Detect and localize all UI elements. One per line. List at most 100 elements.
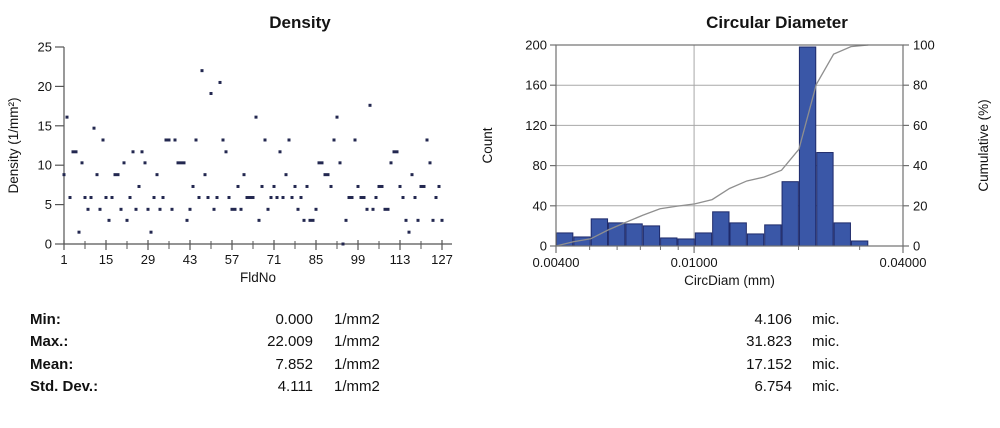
scatter-point — [140, 150, 144, 154]
stat-unit-diameter-mean: mic. — [812, 356, 840, 373]
diameter-histogram-plot: 0 40 80 120 160 200 0 20 40 60 80 100 0.00400 0.01000… — [480, 38, 991, 289]
scatter-point — [407, 230, 411, 234]
scatter-point — [197, 196, 201, 200]
scatter-point — [347, 196, 351, 200]
scatter-point — [326, 173, 330, 177]
scatter-point — [386, 207, 390, 211]
scatter-point — [119, 207, 123, 211]
scatter-point — [134, 207, 138, 211]
stat-label-max: Max.: — [30, 333, 69, 350]
scatter-point — [236, 184, 240, 188]
stat-unit-density-mean: 1/mm2 — [334, 356, 380, 373]
scatter-point — [242, 173, 246, 177]
scatter-point — [224, 150, 228, 154]
scatter-point — [149, 230, 153, 234]
x-tick-label: 29 — [141, 252, 155, 267]
scatter-point — [368, 103, 372, 107]
stat-row-mean: Mean: 7.852 1/mm2 17.152 mic. — [0, 354, 1000, 376]
scatter-point — [62, 173, 66, 177]
scatter-point — [305, 184, 309, 188]
histogram-bar — [798, 46, 817, 247]
scatter-point — [383, 207, 387, 211]
scatter-point — [161, 196, 165, 200]
scatter-point — [260, 184, 264, 188]
cumulative-line — [555, 44, 869, 247]
scatter-point — [179, 161, 183, 165]
scatter-point — [302, 218, 306, 222]
stat-value-density-max: 22.009 — [267, 333, 313, 350]
scatter-point — [284, 173, 288, 177]
scatter-point — [257, 218, 261, 222]
histogram-bar — [850, 240, 869, 247]
scatter-point — [431, 218, 435, 222]
scatter-point — [404, 218, 408, 222]
stat-value-density-min: 0.000 — [275, 311, 313, 328]
scatter-point — [254, 115, 258, 119]
scatter-point — [146, 207, 150, 211]
cumulative-tick-label: 40 — [913, 158, 927, 173]
x-tick-label: 1 — [60, 252, 67, 267]
stat-unit-diameter-max: mic. — [812, 333, 840, 350]
y-tick-label: 5 — [45, 197, 52, 212]
histogram-bar — [712, 211, 730, 247]
scatter-point — [422, 184, 426, 188]
scatter-point — [182, 161, 186, 165]
scatter-point — [377, 184, 381, 188]
scatter-point — [128, 196, 132, 200]
stat-row-max: Max.: 22.009 1/mm2 31.823 mic. — [0, 331, 1000, 353]
scatter-point — [164, 138, 168, 142]
scatter-point — [320, 161, 324, 165]
histogram-bar — [746, 233, 765, 247]
histogram-bar — [729, 222, 747, 247]
scatter-point — [143, 161, 147, 165]
scatter-point — [287, 138, 291, 142]
scatter-point — [335, 115, 339, 119]
x-axis-title: CircDiam (mm) — [684, 273, 775, 288]
histogram-bar — [781, 181, 799, 247]
cumulative-tick-label: 80 — [913, 78, 927, 93]
scatter-point — [251, 196, 255, 200]
scatter-point — [365, 207, 369, 211]
scatter-point — [266, 207, 270, 211]
scatter-point — [71, 150, 75, 154]
stat-value-diameter-max: 31.823 — [746, 333, 792, 350]
scatter-point — [338, 161, 342, 165]
stat-value-density-stddev: 4.111 — [277, 378, 313, 395]
x-tick-label: 43 — [183, 252, 197, 267]
y-tick-label: 25 — [38, 40, 52, 55]
scatter-point — [113, 173, 117, 177]
cumulative-tick-label: 100 — [913, 38, 935, 53]
scatter-point — [125, 218, 129, 222]
x-tick-label: 85 — [309, 252, 323, 267]
diameter-chart-title: Circular Diameter — [706, 13, 848, 32]
scatter-point — [332, 138, 336, 142]
scatter-point — [299, 196, 303, 200]
scatter-point — [98, 207, 102, 211]
scatter-point — [389, 161, 393, 165]
x-tick-label: 71 — [267, 252, 281, 267]
scatter-point — [425, 138, 429, 142]
count-tick-label: 80 — [533, 158, 547, 173]
scatter-point — [104, 196, 108, 200]
scatter-point — [263, 138, 267, 142]
scatter-point — [188, 207, 192, 211]
x-tick-label: 0.04000 — [880, 255, 927, 270]
scatter-point — [89, 196, 93, 200]
scatter-point — [92, 126, 96, 130]
x-tick-label: 0.01000 — [671, 255, 718, 270]
x-tick-label: 113 — [390, 252, 411, 267]
scatter-point — [296, 207, 300, 211]
scatter-point — [203, 173, 207, 177]
scatter-point — [83, 196, 87, 200]
scatter-point — [158, 207, 162, 211]
count-tick-label: 160 — [525, 78, 547, 93]
scatter-point — [392, 150, 396, 154]
scatter-point — [275, 196, 279, 200]
scatter-point — [206, 196, 210, 200]
scatter-point — [374, 196, 378, 200]
scatter-point — [221, 138, 225, 142]
scatter-point — [101, 138, 105, 142]
y-tick-label: 10 — [38, 158, 52, 173]
cumulative-tick-label: 0 — [913, 239, 920, 254]
scatter-point — [68, 196, 72, 200]
